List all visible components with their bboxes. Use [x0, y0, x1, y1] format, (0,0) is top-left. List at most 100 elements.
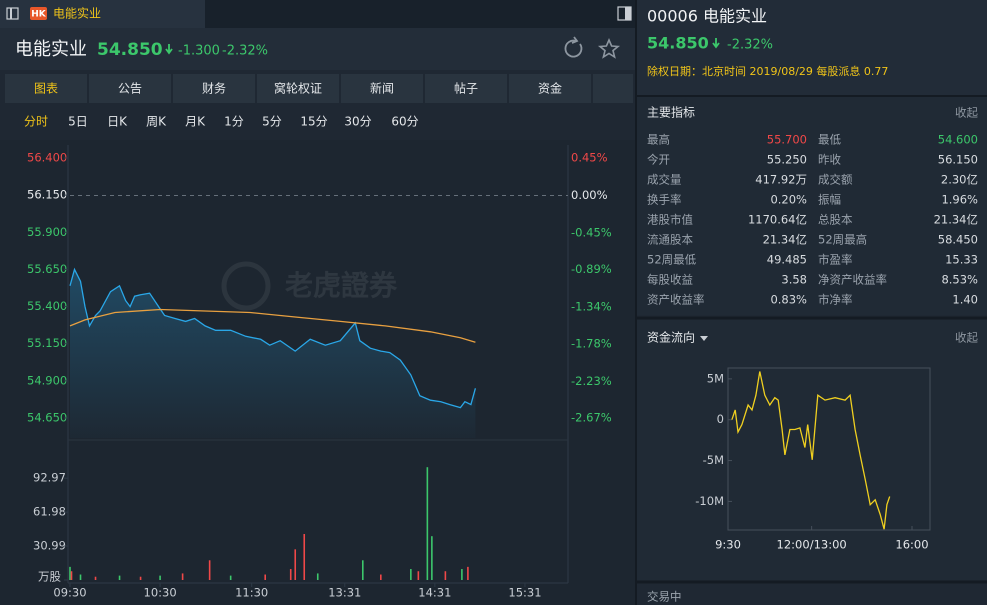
volume-bar: [70, 571, 73, 580]
x-tick-label: 15:31: [508, 586, 541, 600]
indicator-value: 21.34亿: [763, 233, 807, 247]
tab-label[interactable]: 帖子: [454, 81, 478, 96]
tab-button[interactable]: [89, 74, 171, 103]
section-title[interactable]: 资金流向: [647, 330, 695, 345]
indicator-value: 1.40: [952, 293, 978, 307]
period[interactable]: 月K: [185, 115, 206, 129]
panel-icon-fill: [625, 7, 631, 20]
window-icon-bar: [10, 8, 12, 19]
period[interactable]: 周K: [146, 115, 167, 129]
refresh-icon[interactable]: [564, 36, 583, 58]
period[interactable]: 日K: [107, 115, 128, 129]
period[interactable]: 5分: [262, 115, 282, 129]
average-line: [69, 308, 476, 343]
star-icon[interactable]: [597, 37, 621, 59]
x-tick-label: 09:30: [53, 586, 86, 600]
tab-label[interactable]: 财务: [202, 81, 226, 96]
volume-bar: [461, 569, 463, 580]
tab-label[interactable]: 新闻: [370, 81, 394, 96]
y2-tick-label: 0.00%: [571, 188, 608, 202]
indicator-value: 55.250: [767, 153, 807, 167]
y2-tick-label: -1.34%: [571, 300, 612, 314]
tab-button: [593, 74, 633, 103]
fund-y-label: -10M: [695, 494, 724, 508]
indicator-label: 流通股本: [647, 233, 693, 247]
collapse[interactable]: 收起: [955, 106, 978, 120]
tab-button[interactable]: [5, 74, 87, 103]
x-tick-label: 13:31: [328, 586, 361, 600]
dropdown-icon[interactable]: [700, 336, 708, 341]
window-icon[interactable]: [6, 7, 19, 20]
indicator-label: 52周最低: [647, 253, 697, 267]
dividend: 除权日期：北京时间 2019/08/29 每股派息 0.77: [647, 64, 888, 78]
indicator-value: 417.92万: [755, 173, 807, 187]
y-tick-label: 55.650: [27, 262, 67, 276]
volume-bar: [294, 549, 297, 580]
indicator-value: 8.53%: [941, 273, 978, 287]
fund-y-label: 0: [717, 412, 724, 426]
tab-label[interactable]: 资金: [538, 81, 562, 96]
volume-bar: [426, 467, 429, 580]
change: -1.300: [178, 44, 220, 59]
tab-label[interactable]: 窝轮权证: [274, 81, 322, 96]
tab-button[interactable]: [509, 74, 591, 103]
fund-y-label: -5M: [703, 453, 724, 467]
period[interactable]: 30分: [344, 115, 371, 129]
period[interactable]: 15分: [300, 115, 327, 129]
down-arrow: [712, 38, 720, 49]
tab-title: 电能实业: [53, 6, 101, 21]
indicator-label: 最低: [818, 133, 841, 147]
fund-y-label: 5M: [707, 371, 724, 385]
y-tick-label: 55.900: [27, 225, 67, 239]
y-tick-label: 55.150: [27, 336, 67, 350]
price: 54.850: [97, 40, 163, 60]
y-tick-label: 56.400: [27, 151, 67, 165]
volume-bar: [410, 569, 412, 580]
side-title: 00006 电能实业: [647, 7, 767, 26]
tab-label[interactable]: 图表: [34, 82, 58, 96]
down-arrow: [165, 44, 173, 55]
volume-bar: [208, 560, 211, 580]
indicator-label: 资产收益率: [647, 293, 705, 307]
volume-bar: [417, 571, 420, 580]
indicator-value: 56.150: [938, 153, 978, 167]
indicator-label: 成交额: [818, 173, 853, 187]
volume-bar: [229, 575, 232, 580]
volume-tick-label: 万股: [38, 570, 61, 584]
tab-button[interactable]: [425, 74, 507, 103]
tab-label[interactable]: 公告: [118, 82, 142, 96]
indicator-value: 1170.64亿: [748, 213, 807, 227]
price-line: [69, 267, 477, 409]
indicator-value: 3.58: [781, 273, 807, 287]
period[interactable]: 1分: [224, 115, 244, 129]
volume-bar: [94, 576, 97, 580]
indicator-label: 成交量: [647, 173, 682, 187]
y-tick-label: 56.150: [27, 188, 67, 202]
divider: [635, 0, 637, 605]
volume-tick-label: 30.99: [33, 539, 66, 553]
indicator-value: 0.83%: [770, 293, 807, 307]
tab-button[interactable]: [341, 74, 423, 103]
badge: [30, 7, 47, 20]
fund-x-label: 9:30: [715, 538, 741, 552]
status: 交易中: [647, 590, 682, 604]
fund-line: [731, 371, 891, 530]
period[interactable]: 5日: [68, 115, 88, 129]
indicator-value: 0.20%: [770, 193, 807, 207]
tab-button[interactable]: [173, 74, 255, 103]
section-title: 主要指标: [647, 105, 695, 120]
period[interactable]: 分时: [24, 115, 48, 129]
header-bg: [0, 28, 635, 70]
indicator-label: 换手率: [647, 193, 682, 207]
volume-bar: [316, 573, 319, 580]
indicators-bg: [637, 97, 987, 315]
tab-button[interactable]: [257, 74, 339, 103]
collapse[interactable]: 收起: [955, 331, 978, 345]
fund-flow-bg: [637, 320, 987, 580]
period[interactable]: 60分: [391, 115, 418, 129]
volume-bar: [431, 536, 433, 580]
price-area: [70, 269, 476, 438]
indicator-label: 昨收: [818, 153, 841, 167]
